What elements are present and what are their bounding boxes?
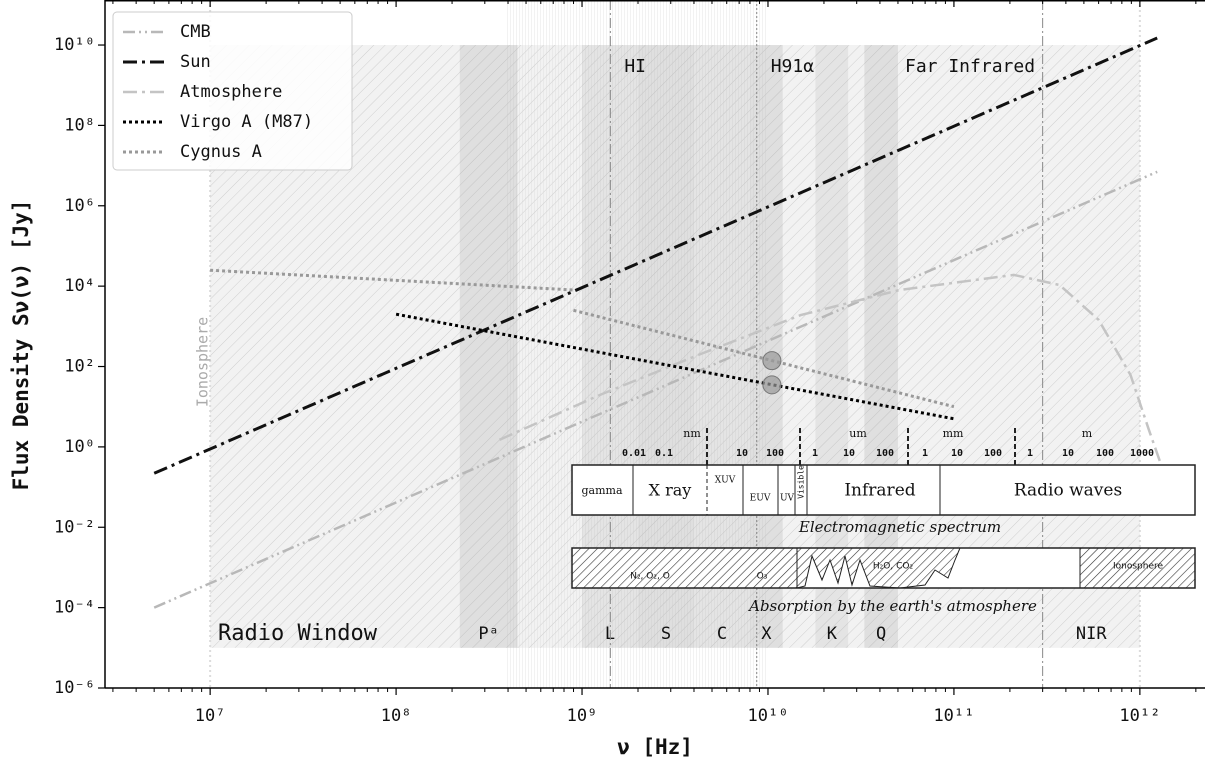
- legend-label: Cygnus A: [180, 142, 262, 162]
- region-label: X ray: [649, 481, 692, 500]
- legend-label: Virgo A (M87): [180, 112, 313, 132]
- scale-label: 1: [922, 448, 928, 459]
- region-label: Radio waves: [1014, 481, 1122, 501]
- band-label: X: [761, 624, 772, 644]
- region-label: XUV: [715, 476, 736, 486]
- line-label: HI: [624, 56, 646, 77]
- y-axis-label: Flux Density Sν(ν) [Jy]: [9, 200, 33, 491]
- legend-label: CMB: [180, 22, 211, 42]
- scale-unit: um: [849, 427, 867, 440]
- region-label: gamma: [581, 484, 622, 497]
- scale-label: 1000: [1130, 448, 1154, 459]
- y-tick-label: 10⁻²: [54, 517, 95, 537]
- y-tick-label: 10⁰: [64, 437, 95, 457]
- scale-unit: m: [1082, 427, 1093, 440]
- inset-caption: Electromagnetic spectrum: [798, 518, 1001, 536]
- legend: CMB Sun Atmosphere Virgo A (M87) Cygnus A: [113, 12, 352, 170]
- chart: Radio WindowPᵃLSCXKQNIRHIH91αFar Infrare…: [0, 0, 1205, 768]
- scale-label: 100: [766, 448, 784, 459]
- scale-label: 100: [1096, 448, 1114, 459]
- absorber-label: N₂, O₂, O: [630, 572, 670, 582]
- band-label: C: [717, 624, 727, 644]
- region-label: Visible: [797, 465, 806, 499]
- legend-label: Atmosphere: [180, 82, 282, 102]
- absorber-label: Ionosphere: [1113, 562, 1164, 572]
- annotation: Far Infrared: [905, 56, 1035, 77]
- y-tick-label: 10⁸: [64, 115, 95, 135]
- band-label: K: [827, 624, 838, 644]
- scale-label: 0.01: [622, 448, 646, 459]
- scale-label: 10: [951, 448, 963, 459]
- scale-unit: nm: [683, 427, 701, 440]
- band: [460, 45, 518, 648]
- legend-label: Sun: [180, 52, 211, 72]
- region-label: Infrared: [844, 481, 915, 501]
- y-tick-label: 10¹⁰: [54, 35, 95, 55]
- y-tick-label: 10⁴: [64, 276, 95, 296]
- y-tick-label: 10⁶: [64, 196, 95, 216]
- band-label: Pᵃ: [478, 624, 498, 644]
- line-label: H91α: [771, 56, 815, 77]
- y-tick-label: 10⁻⁴: [54, 598, 95, 618]
- y-tick-label: 10⁻⁶: [54, 678, 95, 698]
- scale-unit: mm: [943, 427, 964, 440]
- region-label: UV: [780, 494, 795, 504]
- scale-label: 10: [1062, 448, 1074, 459]
- scale-label: 10: [843, 448, 855, 459]
- band-label: NIR: [1076, 624, 1107, 644]
- window-label: Radio Window: [218, 621, 378, 646]
- x-axis-label: ν [Hz]: [617, 735, 693, 759]
- scale-label: 1: [812, 448, 818, 459]
- band-label: S: [661, 624, 671, 644]
- x-tick-label: 10¹²: [1119, 706, 1160, 726]
- marker: [763, 352, 781, 370]
- inset-caption: Absorption by the earth's atmosphere: [747, 597, 1037, 615]
- x-tick-label: 10¹¹: [933, 706, 974, 726]
- band-label: Q: [876, 624, 886, 644]
- absorber-label: H₂O, CO₂: [873, 562, 914, 572]
- x-tick-label: 10¹⁰: [748, 706, 789, 726]
- region-label: EUV: [750, 494, 771, 504]
- x-tick-label: 10⁷: [195, 706, 226, 726]
- scale-label: 100: [876, 448, 894, 459]
- y-tick-label: 10²: [64, 357, 95, 377]
- scale-label: 1: [1027, 448, 1033, 459]
- annotation: Ionosphere: [194, 317, 212, 407]
- absorption-fill: [572, 548, 797, 588]
- x-tick-label: 10⁸: [381, 706, 412, 726]
- x-tick-label: 10⁹: [567, 706, 598, 726]
- scale-label: 10: [736, 448, 748, 459]
- absorber-label: O₃: [757, 572, 768, 582]
- scale-label: 100: [984, 448, 1002, 459]
- scale-label: 0.1: [655, 448, 673, 459]
- marker: [763, 376, 781, 394]
